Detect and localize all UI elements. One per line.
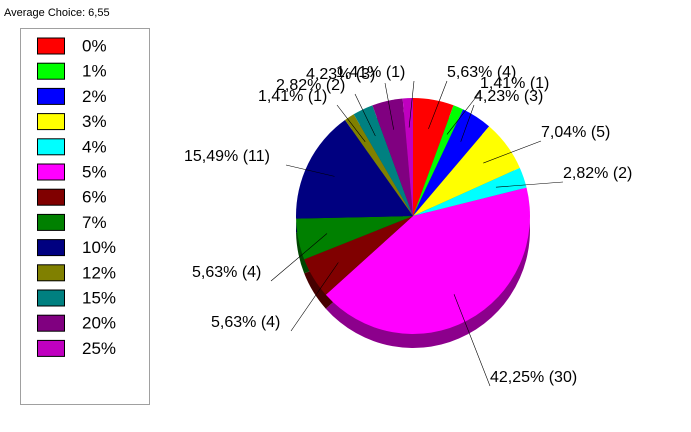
legend-label: 3% bbox=[82, 112, 107, 131]
legend-swatch bbox=[37, 87, 65, 105]
legend-label: 15% bbox=[82, 288, 116, 307]
pie-slice bbox=[296, 119, 413, 219]
pie-slice bbox=[413, 98, 454, 216]
pie-slice bbox=[296, 216, 413, 260]
data-label: 5,63% (4) bbox=[211, 314, 280, 331]
legend-label: 6% bbox=[82, 188, 107, 207]
leader-line bbox=[384, 82, 395, 130]
legend-label: 5% bbox=[82, 162, 107, 181]
leader-line bbox=[270, 233, 328, 282]
data-label: 5,63% (4) bbox=[447, 64, 516, 81]
pie-slice bbox=[402, 98, 413, 216]
legend-label: 1% bbox=[82, 62, 107, 81]
data-label: 15,49% (11) bbox=[184, 148, 270, 165]
data-label: 2,82% (2) bbox=[276, 77, 345, 94]
leader-line bbox=[285, 164, 335, 177]
leader-line bbox=[460, 104, 475, 142]
legend-swatch bbox=[37, 213, 65, 231]
legend-label: 7% bbox=[82, 213, 107, 232]
leader-line bbox=[453, 294, 491, 387]
legend-label: 12% bbox=[82, 263, 116, 282]
legend-label: 20% bbox=[82, 314, 116, 333]
pie-slice bbox=[413, 109, 490, 216]
pie-slice bbox=[325, 187, 530, 334]
legend-swatch bbox=[37, 188, 65, 206]
leader-line bbox=[290, 262, 339, 332]
legend-swatch bbox=[37, 289, 65, 307]
legend-swatch bbox=[37, 264, 65, 282]
pie-slice bbox=[345, 114, 413, 216]
legend-label: 2% bbox=[82, 87, 107, 106]
pie-slice bbox=[372, 98, 413, 216]
data-label: 2,82% (2) bbox=[563, 165, 632, 182]
data-label: 5,63% (4) bbox=[192, 264, 261, 281]
legend-swatch bbox=[37, 339, 65, 357]
data-label: 42,25% (30) bbox=[490, 369, 577, 386]
legend-swatch bbox=[37, 239, 65, 257]
data-label: 4,23% (3) bbox=[474, 88, 543, 105]
leader-line bbox=[354, 93, 376, 137]
leader-line bbox=[446, 91, 481, 135]
leader-line bbox=[428, 80, 448, 129]
data-label: 4,23% (3) bbox=[306, 66, 375, 83]
data-label: 1,41% (1) bbox=[258, 88, 327, 105]
legend-swatch bbox=[37, 314, 65, 332]
pie-slice bbox=[413, 105, 464, 216]
pie-slice bbox=[413, 126, 520, 216]
legend-label: 0% bbox=[82, 36, 107, 55]
leader-line bbox=[336, 104, 366, 142]
legend-swatch bbox=[37, 37, 65, 55]
legend-label: 4% bbox=[82, 137, 107, 156]
pie-slice bbox=[353, 105, 413, 216]
legend-swatch bbox=[37, 163, 65, 181]
pie-slice bbox=[413, 167, 527, 216]
chart-title: Average Choice: 6,55 bbox=[4, 7, 110, 19]
legend-swatch bbox=[37, 138, 65, 156]
leader-line bbox=[483, 140, 542, 164]
legend-label: 10% bbox=[82, 238, 116, 257]
leader-line bbox=[495, 181, 564, 188]
data-label: 1,41% (1) bbox=[336, 64, 405, 81]
legend-swatch bbox=[37, 62, 65, 80]
data-label: 1,41% (1) bbox=[480, 75, 549, 92]
pie-slice bbox=[304, 216, 413, 295]
legend-swatch bbox=[37, 113, 65, 131]
legend-label: 25% bbox=[82, 339, 116, 358]
leader-line bbox=[408, 80, 415, 128]
data-label: 7,04% (5) bbox=[541, 124, 610, 141]
